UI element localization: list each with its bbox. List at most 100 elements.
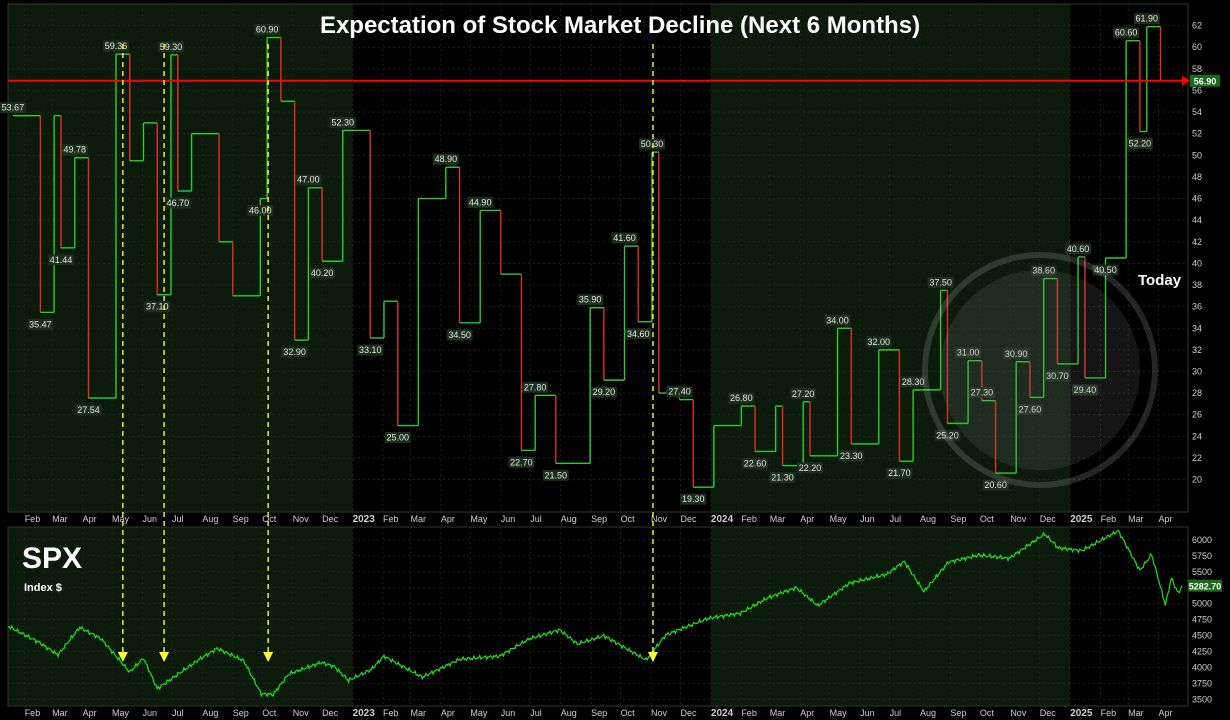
panel-backgrounds [7,3,1189,707]
y-tick-label: 24 [1192,431,1202,441]
x-tick-label: Nov [293,708,310,718]
x-tick-label: Feb [741,708,757,718]
x-tick-label: Jul [890,708,902,718]
x-tick-label: Apr [1159,514,1173,524]
x-tick-label: Nov [293,514,310,524]
x-tick-label: Dec [680,514,697,524]
y-tick-label: 4500 [1192,631,1212,641]
point-label: 59.30 [160,42,183,52]
point-label-box [865,336,892,348]
x-tick-label: Jun [142,514,157,524]
reference-value-label: 56.90 [1194,77,1217,87]
y-tick-label: 4000 [1192,663,1212,673]
point-label: 28.30 [902,377,925,387]
y-tick-label: 40 [1192,258,1202,268]
x-tick-label: Feb [383,514,399,524]
y-tick-label: 5750 [1192,551,1212,561]
y-tick-label: 52 [1192,129,1202,139]
point-label-box [982,479,1009,491]
y-tick-label: 58 [1192,64,1202,74]
point-label-box [329,116,356,128]
reference-arrow [1182,75,1190,86]
point-label-box [295,174,322,186]
x-tick-label: Apr [441,514,455,524]
x-tick-label: Sep [950,514,966,524]
point-label: 35.47 [29,319,52,329]
point-label: 61.90 [1136,14,1159,24]
x-tick-label: Oct [621,708,636,718]
x-tick-label: Sep [233,708,249,718]
x-tick-label: Feb [25,514,41,524]
point-label: 40.60 [1067,244,1090,254]
x-tick-label: Jul [530,514,542,524]
watermark [922,252,1158,488]
x-tick-label: Feb [383,708,399,718]
y-tick-label: 36 [1192,302,1202,312]
point-label-box [886,467,913,479]
point-label: 34.60 [627,329,650,339]
point-label: 20.60 [984,480,1007,490]
year-band [1070,4,1188,512]
year-band [8,527,353,706]
point-label: 21.50 [545,470,568,480]
point-label-box [955,347,982,359]
point-label-box [542,469,569,481]
x-tick-label: Mar [52,708,68,718]
y-tick-label: 42 [1192,237,1202,247]
x-tick-label: Mar [52,514,68,524]
x-tick-label: 2023 [353,514,376,525]
x-tick-label: May [470,708,488,718]
x-tick-label: Jun [501,708,516,718]
point-label: 60.90 [256,25,279,35]
point-label-box [1133,13,1160,25]
point-label: 41.44 [50,255,73,265]
x-tick-label: May [112,708,130,718]
point-label: 52.20 [1129,139,1152,149]
x-tick-label: Aug [561,514,577,524]
point-label: 21.70 [888,468,911,478]
y-tick-label: 38 [1192,280,1202,290]
today-annotation: Today [1138,272,1182,289]
point-label-box [61,144,88,156]
point-label: 30.90 [1005,349,1028,359]
point-label: 27.60 [1019,404,1042,414]
point-label: 59.36 [105,41,128,51]
x-tick-label: Feb [1101,708,1117,718]
point-label: 48.90 [435,154,458,164]
point-label: 53.67 [2,103,25,113]
point-label: 31.00 [957,348,980,358]
point-label: 60.60 [1115,28,1138,38]
panel-border [7,526,1189,707]
x-tick-label: Jul [530,708,542,718]
y-tick-label: 46 [1192,194,1202,204]
y-tick-label: 48 [1192,172,1202,182]
x-tick-label: Sep [591,708,607,718]
x-tick-label: Nov [651,514,668,524]
point-label: 34.50 [448,330,471,340]
point-label-box [254,24,281,36]
x-tick-label: Aug [920,514,936,524]
point-label: 22.70 [510,457,533,467]
point-label: 27.80 [524,382,547,392]
x-tick-label: Dec [322,708,339,718]
point-label-box [432,153,459,165]
x-tick-label: Mar [770,708,786,718]
x-tick-label: May [830,514,848,524]
overlay-layer: 56.90 5282.70 [8,44,1222,662]
point-label: 25.00 [386,433,409,443]
point-label: 29.20 [593,387,616,397]
x-tick-label: Feb [741,514,757,524]
arrow-head [647,652,658,662]
point-label-box [968,387,995,399]
x-tick-label: Aug [202,514,218,524]
y-tick-label: 20 [1192,475,1202,485]
point-label: 32.00 [867,337,890,347]
point-label-box [309,267,336,279]
x-tick-label: 2024 [711,708,734,719]
x-tick-label: Oct [262,514,277,524]
point-label-box [790,388,817,400]
point-label: 37.50 [929,277,952,287]
point-label-box [1065,243,1092,255]
arrow-head [117,652,128,662]
point-label: 44.90 [469,197,492,207]
